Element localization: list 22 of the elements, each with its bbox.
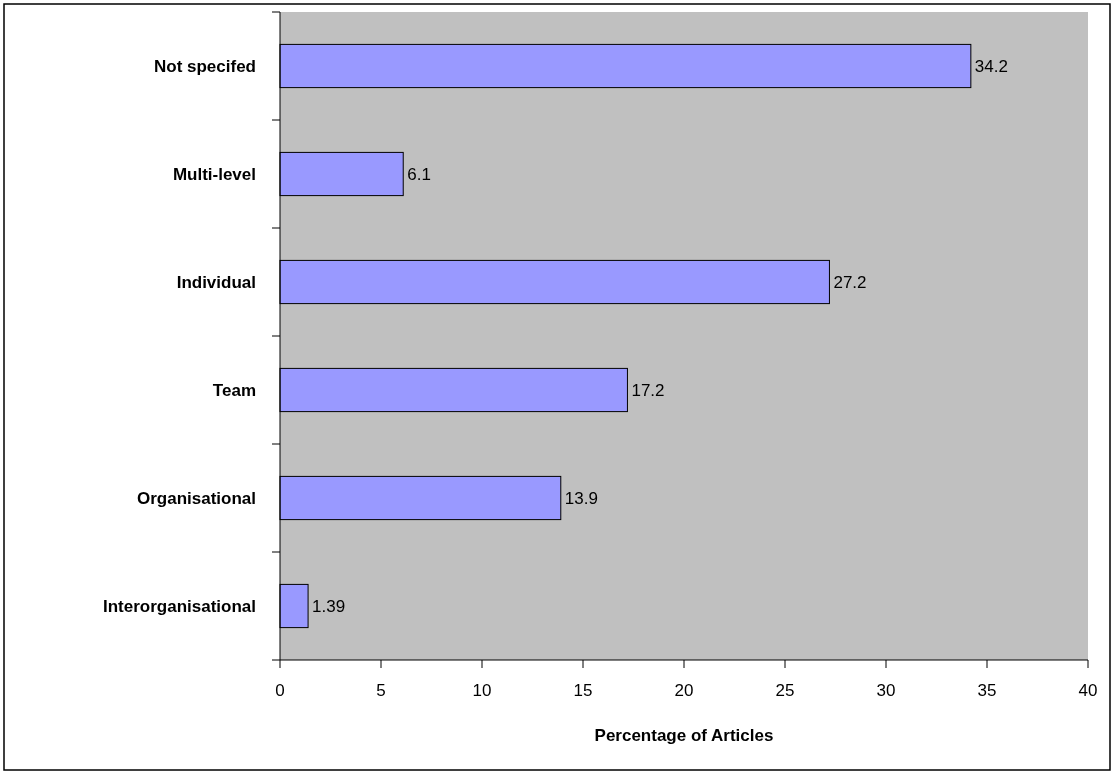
data-label: 27.2 bbox=[833, 272, 867, 292]
y-tick-label: Organisational bbox=[136, 488, 256, 508]
x-tick-label: 15 bbox=[573, 681, 593, 700]
data-label: 17.2 bbox=[631, 380, 665, 400]
x-axis-title: Percentage of Articles bbox=[594, 726, 774, 745]
x-tick-label: 0 bbox=[275, 681, 285, 700]
data-label: 6.1 bbox=[407, 164, 431, 184]
data-label: 1.39 bbox=[312, 596, 346, 616]
x-tick-label: 35 bbox=[977, 681, 997, 700]
y-tick-label: Team bbox=[212, 380, 256, 400]
x-tick-label: 30 bbox=[876, 681, 896, 700]
x-tick-label: 40 bbox=[1078, 681, 1098, 700]
x-tick-label: 20 bbox=[674, 681, 694, 700]
x-tick-label: 10 bbox=[472, 681, 492, 700]
y-tick-label: Multi-level bbox=[172, 164, 256, 184]
y-tick-label: Interorganisational bbox=[102, 596, 256, 616]
y-tick-label: Not specifed bbox=[153, 56, 256, 76]
data-label: 13.9 bbox=[564, 488, 598, 508]
x-tick-label: 5 bbox=[376, 681, 386, 700]
y-tick-label: Individual bbox=[176, 272, 256, 292]
data-label: 34.2 bbox=[974, 56, 1008, 76]
x-tick-label: 25 bbox=[775, 681, 795, 700]
